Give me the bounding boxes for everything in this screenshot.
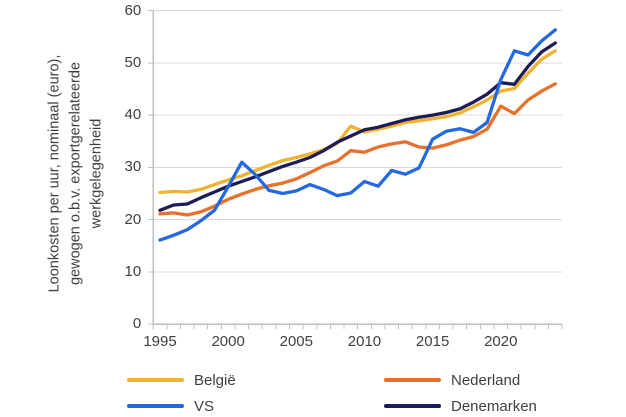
series-line-belgi- [158, 49, 557, 195]
x-tick-label-1995: 1995 [143, 333, 177, 350]
series-line-nederland [158, 82, 557, 217]
y-tick-label-40: 40 [124, 106, 142, 124]
y-tick-label-0: 0 [132, 315, 142, 333]
legend-swatch-belgi- [127, 378, 184, 382]
x-tick-label-2005: 2005 [279, 333, 313, 350]
y-tick-label-20: 20 [124, 210, 142, 228]
series-line-vs [158, 28, 557, 242]
legend-label-denemarken: Denemarken [451, 397, 537, 415]
legend-swatch-denemarken [384, 404, 441, 408]
y-tick-label-30: 30 [124, 158, 142, 176]
legend-swatch-vs [127, 404, 184, 408]
y-tick-label-10: 10 [124, 262, 142, 280]
x-tick-label-2010: 2010 [347, 333, 382, 350]
series-line-denemarken [158, 41, 557, 212]
legend-swatch-nederland [384, 378, 441, 382]
legend-label-vs: VS [194, 397, 215, 415]
legend-label-nederland: Nederland [451, 371, 521, 389]
x-tick-label-2020: 2020 [484, 333, 518, 350]
legend-item-belgi-: België [127, 371, 236, 389]
y-tick-label-50: 50 [124, 53, 142, 71]
x-tick-label-2000: 2000 [211, 333, 245, 350]
y-tick-label-60: 60 [124, 1, 142, 19]
legend-item-denemarken: Denemarken [384, 397, 537, 415]
legend-item-nederland: Nederland [384, 371, 520, 389]
x-tick-label-2015: 2015 [415, 333, 450, 350]
legend-item-vs: VS [127, 397, 214, 415]
legend-label-belgi-: België [194, 371, 236, 389]
